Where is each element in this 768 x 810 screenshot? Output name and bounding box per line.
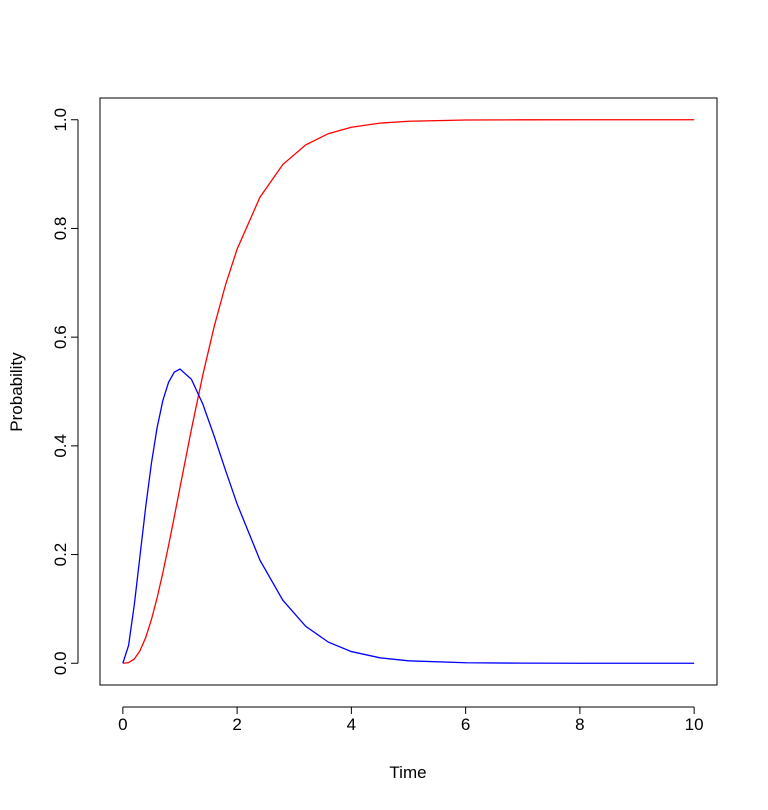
- x-tick-label: 6: [461, 715, 470, 734]
- y-tick-label: 1.0: [51, 108, 70, 132]
- x-tick-label: 2: [232, 715, 241, 734]
- x-tick-label: 10: [685, 715, 704, 734]
- y-tick-label: 0.8: [51, 217, 70, 241]
- y-tick-label: 0.4: [51, 434, 70, 458]
- x-tick-label: 0: [118, 715, 127, 734]
- x-tick-label: 8: [575, 715, 584, 734]
- y-tick-label: 0.2: [51, 543, 70, 567]
- line-series: [122, 119, 695, 664]
- x-tick-label: 4: [347, 715, 356, 734]
- x-axis-label: Time: [389, 763, 426, 782]
- line-series: [122, 368, 695, 664]
- plot-frame: [99, 97, 718, 686]
- y-axis-label: Probability: [7, 352, 26, 432]
- y-tick-label: 0.0: [51, 651, 70, 675]
- y-tick-label: 0.6: [51, 325, 70, 349]
